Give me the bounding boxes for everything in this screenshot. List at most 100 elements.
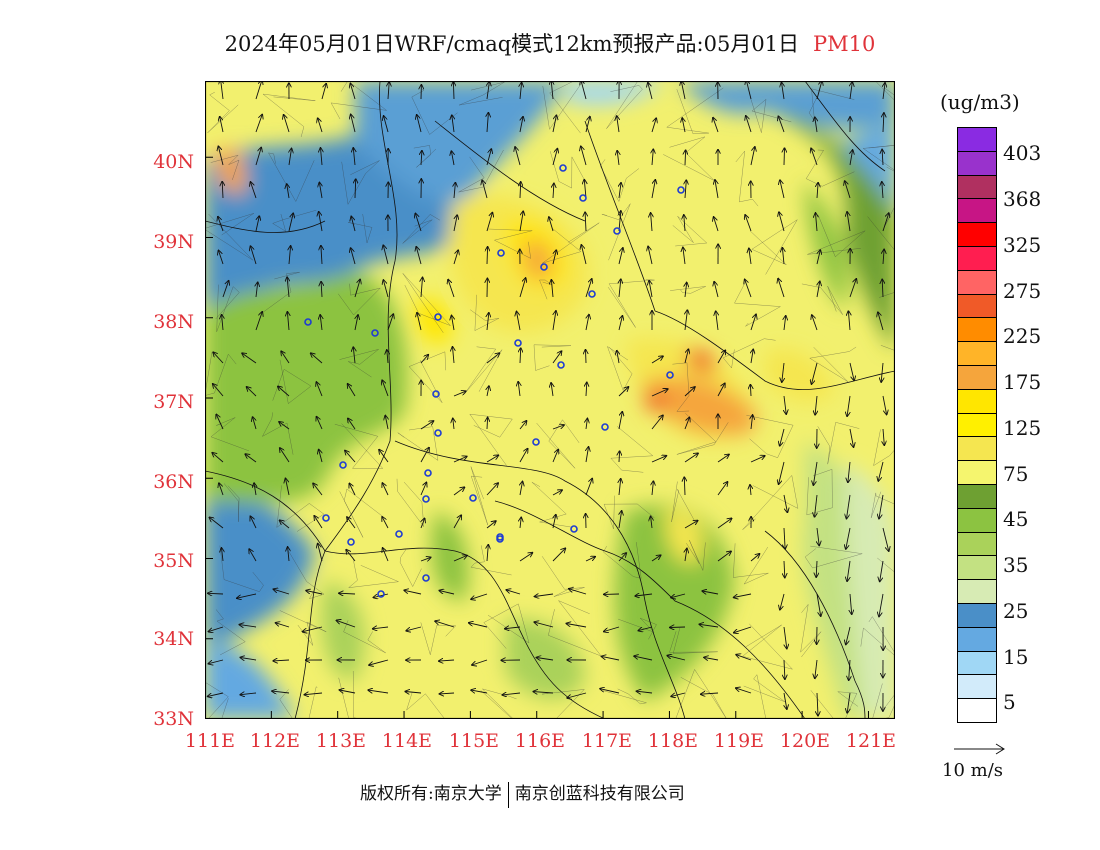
wind-arrow: [453, 419, 454, 430]
footer-company: 南京创蓝科技有限公司: [514, 784, 685, 804]
wind-arrow: [617, 351, 619, 364]
wind-arrow: [734, 593, 752, 597]
wind-arrow: [714, 217, 719, 232]
wind-arrow: [746, 81, 752, 100]
map-frame: [205, 81, 895, 719]
wind-arrow: [453, 487, 464, 496]
wind-arrow: [816, 560, 817, 577]
wind-arrow: [779, 212, 785, 232]
wind-arrow: [651, 118, 656, 133]
city-marker: [579, 194, 587, 202]
wind-arrow: [618, 553, 626, 562]
lat-label-40n: 40N: [153, 151, 194, 173]
colorbar-label-175: 175: [1003, 370, 1042, 394]
wind-arrow: [304, 693, 323, 695]
colorbar-swatch: [957, 461, 997, 485]
county-line: [205, 351, 237, 396]
lat-label-36n: 36N: [153, 471, 194, 493]
wind-arrow: [880, 560, 884, 581]
title-main: 2024年05月01日WRF/cmaq模式12km预报产品:05月01日: [224, 32, 800, 56]
colorbar-swatch: [957, 532, 997, 557]
wind-arrow: [878, 461, 884, 481]
colorbar-unit: (ug/m3): [940, 90, 1020, 114]
county-line: [215, 609, 246, 656]
wind-arrow: [619, 183, 621, 199]
wind-arrow: [667, 656, 686, 661]
county-line: [603, 542, 642, 579]
lat-label-39n: 39N: [153, 231, 194, 253]
wind-arrow: [816, 593, 821, 616]
wind-arrow: [651, 517, 652, 529]
wind-arrow: [453, 391, 466, 397]
forecast-map: [205, 81, 895, 719]
wind-arrow: [255, 216, 259, 232]
wind-arrow: [318, 118, 323, 133]
wind-arrow: [683, 248, 685, 265]
wind-arrow: [487, 386, 489, 397]
title-variable: PM10: [813, 32, 876, 56]
county-line: [669, 627, 718, 654]
county-line: [210, 154, 240, 180]
county-line: [862, 145, 895, 172]
wind-arrow: [387, 350, 388, 364]
county-line: [470, 466, 488, 526]
county-line: [607, 346, 633, 391]
wind-arrow: [420, 483, 426, 496]
wind-arrow: [303, 626, 323, 632]
wind-arrow: [881, 362, 883, 382]
county-line: [408, 351, 446, 403]
wind-arrow: [783, 494, 787, 512]
wind-arrow: [780, 180, 785, 199]
county-line: [550, 151, 587, 189]
city-marker: [432, 390, 440, 398]
wind-arrow: [882, 213, 889, 232]
city-marker: [514, 339, 522, 347]
wind-arrow: [219, 251, 224, 265]
county-line: [279, 686, 318, 719]
city-marker: [377, 590, 385, 598]
wind-arrow: [847, 494, 851, 519]
wind-arrow: [519, 449, 528, 463]
county-line: [533, 344, 572, 371]
wind-arrow: [487, 247, 488, 265]
county-line: [750, 97, 792, 133]
wind-arrow: [487, 313, 489, 331]
city-marker: [434, 429, 442, 437]
wind-arrow: [405, 692, 422, 694]
wind-arrow: [604, 626, 620, 632]
wind-arrow: [240, 658, 257, 661]
wind-arrow: [717, 551, 731, 562]
wind-arrow: [567, 692, 587, 698]
county-line: [268, 152, 315, 202]
county-line: [805, 149, 855, 187]
wind-arrow: [208, 692, 224, 696]
wind-arrow: [552, 115, 556, 133]
wind-arrow: [321, 246, 322, 265]
wind-arrow: [368, 690, 389, 694]
wind-arrow: [287, 184, 289, 199]
wind-arrow: [784, 659, 785, 679]
wind-arrow: [288, 213, 293, 232]
wind-arrow: [451, 151, 454, 166]
wind-arrow: [750, 456, 765, 463]
wind-arrow: [355, 179, 356, 199]
wind-arrow: [505, 627, 521, 629]
county-line: [734, 280, 781, 327]
wind-arrow: [685, 549, 687, 562]
colorbar-swatch: [957, 556, 997, 581]
wind-arrow: [717, 383, 725, 397]
wind-arrow: [506, 590, 521, 595]
colorbar-swatch: [957, 627, 997, 652]
colorbar-swatch: [957, 651, 997, 676]
wind-arrow: [651, 415, 663, 430]
wind-arrow: [815, 494, 818, 517]
wind-arrow: [750, 314, 756, 331]
county-line: [873, 429, 895, 466]
county-line: [470, 545, 512, 576]
county-line: [458, 149, 504, 193]
wind-arrow: [520, 182, 521, 199]
city-marker: [304, 318, 312, 326]
city-markers: [304, 164, 685, 598]
wind-arrow: [883, 428, 884, 445]
wind-arrow: [382, 483, 389, 496]
